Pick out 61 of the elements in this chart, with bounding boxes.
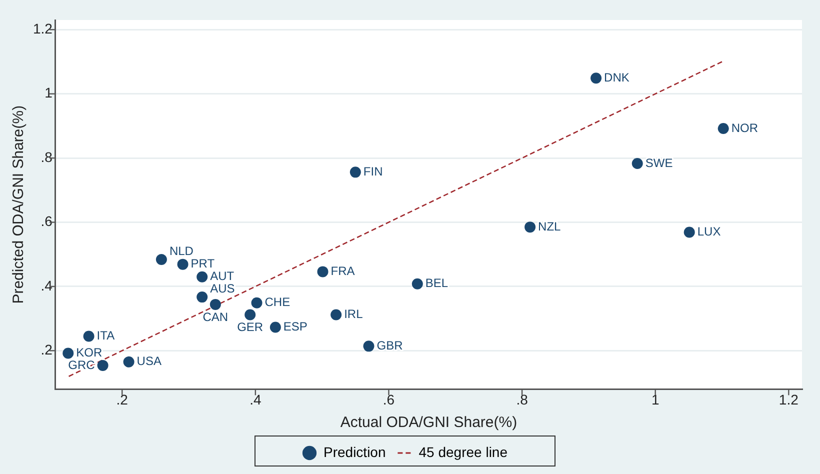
point bbox=[83, 330, 94, 342]
point bbox=[62, 348, 74, 359]
point bbox=[350, 166, 361, 178]
point bbox=[684, 226, 695, 238]
y-tick-label: .4 bbox=[40, 277, 53, 294]
annotation: BEL bbox=[425, 276, 448, 290]
annotation: SWE bbox=[645, 156, 673, 170]
point bbox=[210, 298, 221, 310]
x-tick-label: .8 bbox=[516, 391, 528, 408]
point bbox=[156, 254, 167, 265]
point bbox=[97, 360, 108, 371]
annotation: FRA bbox=[330, 264, 355, 278]
point bbox=[123, 356, 134, 368]
annotation: AUT bbox=[210, 269, 235, 284]
annotation: GBR bbox=[376, 338, 404, 352]
annotation: GRC bbox=[68, 358, 96, 372]
annotation: PRT bbox=[190, 256, 216, 271]
point bbox=[251, 297, 262, 308]
annotation: NLD bbox=[169, 244, 194, 258]
x-tick-label: 1 bbox=[651, 391, 660, 408]
x-tick-label: .4 bbox=[250, 391, 262, 408]
annotation: AUS bbox=[210, 281, 235, 296]
line-series bbox=[68, 61, 723, 378]
point bbox=[718, 123, 729, 134]
point bbox=[412, 278, 423, 290]
point bbox=[317, 266, 328, 278]
legend-label: Prediction bbox=[324, 444, 386, 460]
x-tick-label: .6 bbox=[382, 391, 395, 408]
y-tick-label: .6 bbox=[40, 213, 53, 230]
annotation: DNK bbox=[604, 70, 630, 84]
legend-label: 45 degree line bbox=[418, 444, 508, 460]
y-tick-label: 1 bbox=[44, 84, 53, 101]
annotation: NOR bbox=[731, 120, 758, 135]
y-axis-title: Predicted ODA/GNI Share(%) bbox=[10, 105, 28, 304]
point bbox=[177, 258, 188, 270]
x-tick-label: .2 bbox=[116, 391, 128, 408]
annotation: LUX bbox=[697, 224, 721, 239]
annotation: ITA bbox=[96, 328, 115, 343]
point bbox=[196, 292, 208, 303]
x-tick-label: 1.2 bbox=[778, 391, 799, 408]
point bbox=[330, 309, 342, 320]
annotation: ESP bbox=[283, 320, 308, 334]
y-tick-label: .2 bbox=[40, 342, 53, 358]
annotation: CHE bbox=[264, 295, 290, 310]
annotation: IRL bbox=[344, 307, 364, 322]
annotation: KOR bbox=[76, 346, 102, 360]
annotation: CAN bbox=[202, 310, 228, 324]
annotation: NZL bbox=[538, 219, 562, 234]
x-axis-title: Actual ODA/GNI Share(%) bbox=[340, 414, 518, 432]
annotation: USA bbox=[136, 354, 162, 368]
point bbox=[270, 322, 281, 333]
point bbox=[590, 72, 602, 84]
point bbox=[632, 158, 643, 170]
annotation: FIN bbox=[363, 164, 383, 178]
point bbox=[363, 340, 374, 352]
point bbox=[196, 271, 208, 282]
annotation: GER bbox=[237, 320, 264, 334]
y-tick-label: 1.2 bbox=[32, 20, 53, 36]
point bbox=[524, 222, 536, 233]
point bbox=[244, 309, 256, 320]
y-tick-label: .8 bbox=[40, 148, 53, 165]
